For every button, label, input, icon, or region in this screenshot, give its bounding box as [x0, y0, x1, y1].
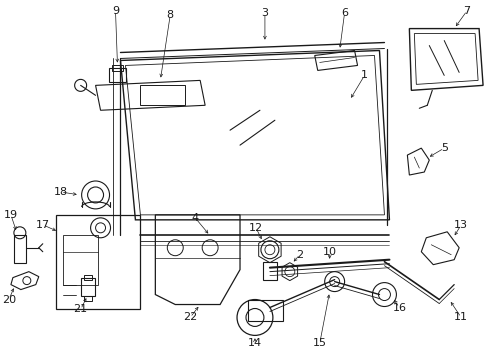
- Bar: [83, 275, 91, 280]
- Bar: [108, 68, 126, 82]
- Text: 19: 19: [4, 210, 18, 220]
- Text: 22: 22: [183, 312, 197, 323]
- Text: 3: 3: [261, 8, 268, 18]
- Bar: [81, 278, 94, 296]
- Bar: [140, 85, 185, 105]
- Bar: [83, 296, 91, 301]
- Text: 1: 1: [360, 71, 367, 80]
- Text: 17: 17: [36, 220, 50, 230]
- Bar: [247, 300, 282, 321]
- Text: 10: 10: [322, 247, 336, 257]
- Text: 16: 16: [391, 302, 406, 312]
- Text: 12: 12: [248, 223, 263, 233]
- Text: 4: 4: [191, 213, 198, 223]
- Bar: [62, 235, 98, 285]
- Text: 15: 15: [312, 338, 326, 348]
- Text: 11: 11: [453, 312, 467, 323]
- Text: 6: 6: [341, 8, 347, 18]
- Text: 13: 13: [453, 220, 467, 230]
- Text: 7: 7: [463, 6, 470, 15]
- Bar: [263, 262, 276, 280]
- Text: 18: 18: [54, 187, 68, 197]
- Text: 21: 21: [73, 305, 87, 315]
- Text: 5: 5: [440, 143, 447, 153]
- Text: 14: 14: [247, 338, 262, 348]
- Bar: [56, 215, 140, 310]
- Bar: [14, 235, 26, 263]
- Text: 20: 20: [2, 294, 16, 305]
- Bar: [111, 66, 123, 71]
- Text: 9: 9: [112, 6, 119, 15]
- Text: 2: 2: [296, 250, 303, 260]
- Text: 8: 8: [166, 10, 174, 20]
